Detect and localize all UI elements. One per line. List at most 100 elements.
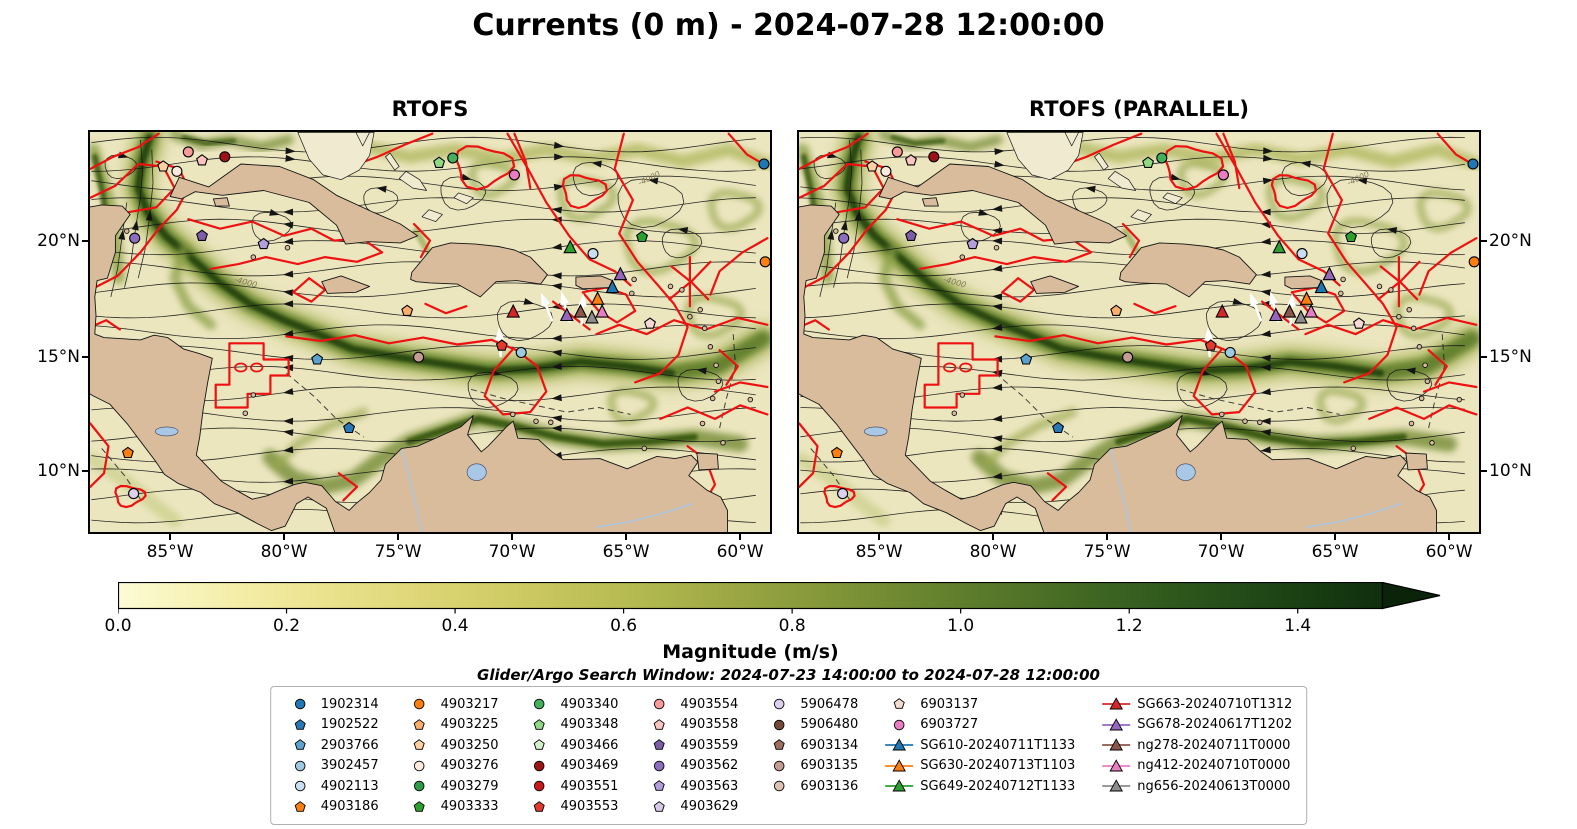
x-tick-label: 70°W bbox=[1197, 542, 1245, 562]
float-marker bbox=[182, 146, 194, 158]
float-marker bbox=[157, 160, 170, 172]
legend-label: 4903563 bbox=[680, 778, 739, 794]
panel-title-rtofs: RTOFS bbox=[391, 97, 469, 121]
float-markers-group bbox=[121, 146, 771, 500]
float-marker bbox=[1204, 339, 1217, 351]
y-tick-label: 20°N bbox=[1489, 230, 1532, 251]
x-tick-label: 75°W bbox=[1083, 542, 1131, 562]
float-marker bbox=[905, 229, 917, 241]
legend-label: 5906478 bbox=[800, 696, 859, 712]
legend-marker-circle-icon bbox=[774, 698, 785, 710]
legend-item: 4903250 bbox=[405, 735, 499, 756]
legend-item: ng278-20240711T0000 bbox=[1101, 735, 1292, 756]
legend-item: SG678-20240617T1202 bbox=[1101, 715, 1292, 736]
legend-label: ng656-20240613T0000 bbox=[1137, 778, 1291, 794]
float-marker bbox=[128, 488, 140, 500]
legend-label: ng412-20240710T0000 bbox=[1137, 758, 1291, 774]
legend-item: 4903225 bbox=[405, 715, 499, 736]
legend-item: 4903563 bbox=[644, 776, 738, 797]
x-tick-mark bbox=[511, 534, 514, 540]
legend-item: 1902522 bbox=[285, 715, 379, 736]
legend-item: 6903135 bbox=[764, 756, 858, 777]
float-marker bbox=[587, 248, 599, 260]
legend-label: SG663-20240710T1312 bbox=[1137, 696, 1293, 712]
legend-item: 3902457 bbox=[285, 756, 379, 777]
y-tick-label: 10°N bbox=[1489, 461, 1532, 482]
legend-marker-pentagon-icon bbox=[294, 718, 306, 730]
legend-marker-pentagon-icon bbox=[414, 739, 426, 751]
legend-label: ng278-20240711T0000 bbox=[1137, 737, 1291, 753]
legend-marker-circle-icon bbox=[534, 780, 545, 792]
colorbar-label: Magnitude (m/s) bbox=[662, 641, 839, 663]
legend-column: 4903554 4903558 4903559 4903562 4903563 49036… bbox=[644, 694, 738, 817]
float-markers-group bbox=[830, 146, 1480, 500]
legend-marker-pentagon-icon bbox=[653, 739, 665, 751]
legend-marker-pentagon-icon bbox=[773, 739, 785, 751]
x-tick-label: 65°W bbox=[602, 542, 650, 562]
y-tick-mark bbox=[1481, 470, 1487, 473]
legend-item: 4903554 bbox=[644, 694, 738, 715]
y-tick-mark bbox=[82, 356, 88, 359]
float-marker bbox=[1215, 303, 1230, 318]
legend-marker-circle-icon bbox=[534, 760, 545, 772]
legend-label: 4903340 bbox=[560, 696, 619, 712]
y-tick-label: 15°N bbox=[1489, 347, 1532, 368]
legend-marker-pentagon-icon bbox=[893, 698, 905, 710]
legend-marker-circle-icon bbox=[414, 698, 425, 710]
legend-label: 6903136 bbox=[800, 778, 859, 794]
float-marker bbox=[1345, 230, 1358, 243]
legend-marker-pentagon-icon bbox=[653, 780, 665, 792]
legend-item: 4903217 bbox=[405, 694, 499, 715]
legend-marker-circle-icon bbox=[774, 760, 785, 772]
legend-marker-circle-icon bbox=[654, 698, 665, 710]
legend-label: 4903469 bbox=[560, 758, 619, 774]
search-window-subtitle: Glider/Argo Search Window: 2024-07-23 14… bbox=[477, 666, 1100, 684]
y-tick-mark bbox=[82, 470, 88, 473]
legend-column: SG663-20240710T1312 SG678-20240617T1202 ng… bbox=[1101, 694, 1292, 817]
panel-title-rtofs-parallel: RTOFS (PARALLEL) bbox=[1028, 97, 1249, 121]
legend-item: 6903134 bbox=[764, 735, 858, 756]
float-marker bbox=[573, 303, 588, 318]
float-marker bbox=[1282, 303, 1297, 318]
legend-item: 5906478 bbox=[764, 694, 858, 715]
y-tick-mark bbox=[1481, 239, 1487, 242]
legend-column: 5906478 5906480 6903134 6903135 6903136 bbox=[764, 694, 858, 817]
legend-marker-circle-icon bbox=[534, 698, 545, 710]
float-marker bbox=[257, 237, 270, 250]
legend-item: 6903136 bbox=[764, 776, 858, 797]
float-marker bbox=[495, 339, 508, 351]
x-tick-label: 70°W bbox=[488, 542, 536, 562]
float-marker bbox=[1468, 256, 1480, 268]
legend-marker-circle-icon bbox=[774, 780, 785, 792]
colorbar-gradient bbox=[117, 581, 1441, 614]
legend-column: 1902314 1902522 2903766 3902457 4902113 49031… bbox=[285, 694, 379, 817]
legend-box: 1902314 1902522 2903766 3902457 4902113 49031… bbox=[269, 686, 1308, 825]
legend-marker-triangle-icon bbox=[1102, 697, 1131, 710]
float-marker bbox=[590, 291, 605, 305]
legend-label: 4903562 bbox=[680, 758, 739, 774]
float-marker bbox=[1467, 158, 1479, 170]
x-tick-label: 85°W bbox=[855, 542, 903, 562]
legend-label: 4903276 bbox=[440, 758, 499, 774]
float-marker bbox=[1304, 303, 1318, 318]
legend-label: 6903134 bbox=[800, 737, 859, 753]
legend-label: SG610-20240711T1133 bbox=[920, 737, 1076, 753]
float-marker bbox=[1122, 351, 1134, 363]
x-tick-mark bbox=[169, 534, 172, 540]
legend-item: 6903137 bbox=[884, 694, 1075, 715]
legend-item: 1902314 bbox=[285, 694, 379, 715]
float-marker bbox=[413, 351, 425, 363]
legend-label: 4903553 bbox=[560, 799, 619, 815]
x-tick-label: 60°W bbox=[716, 542, 764, 562]
legend-column: 4903340 4903348 4903466 4903469 4903551 49035… bbox=[525, 694, 619, 817]
x-tick-label: 65°W bbox=[1311, 542, 1359, 562]
float-marker bbox=[196, 229, 208, 241]
legend-item: 2903766 bbox=[285, 735, 379, 756]
colorbar-tick-label: 1.0 bbox=[947, 616, 975, 636]
colorbar-tick-label: 1.4 bbox=[1284, 616, 1312, 636]
float-marker bbox=[343, 421, 356, 434]
legend-item: 4903551 bbox=[525, 776, 618, 797]
legend-marker-triangle-icon bbox=[1102, 718, 1131, 731]
x-tick-mark bbox=[1106, 534, 1109, 540]
legend-marker-triangle-icon bbox=[1102, 738, 1131, 751]
